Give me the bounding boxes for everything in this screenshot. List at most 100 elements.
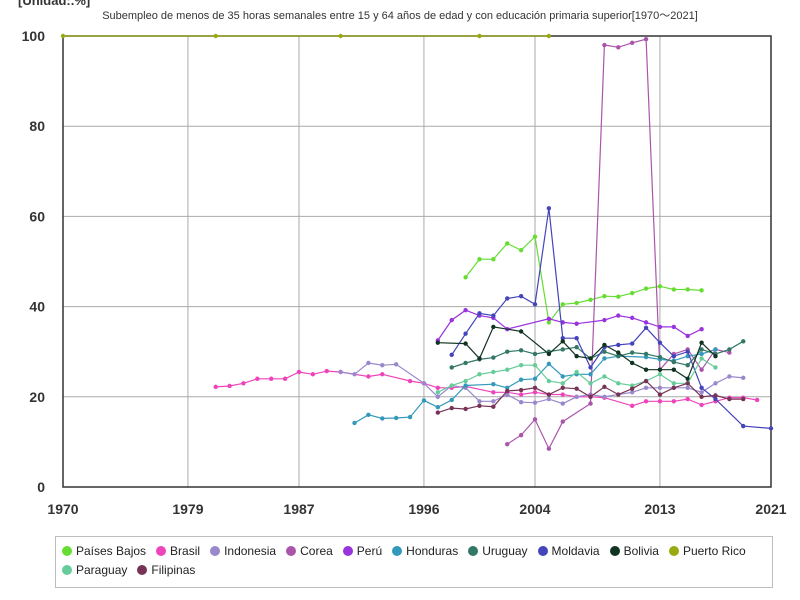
data-point-filipinas	[657, 392, 663, 397]
legend-marker	[342, 546, 353, 556]
data-point-indonesia	[505, 392, 510, 397]
data-point-brasil	[532, 390, 538, 395]
data-point-paraguay	[699, 356, 704, 361]
legend-item[interactable]: Indonesia	[210, 544, 276, 558]
data-point-paraguay	[532, 363, 538, 368]
data-point-bolivia	[574, 354, 579, 359]
data-point-peru	[657, 324, 663, 330]
line-chart: 0 20 40 60 80 100 1970 1979 1987 1996 2004 2013 2021	[22, 28, 787, 517]
data-point-moldavia	[560, 335, 565, 341]
legend-item[interactable]: Bolivia	[609, 544, 659, 558]
series-line-corea	[506, 38, 730, 451]
data-point-paraguay	[629, 383, 635, 388]
data-point-indonesia	[602, 394, 607, 399]
data-point-corea	[699, 367, 704, 372]
data-point-indonesia	[560, 401, 565, 406]
data-point-paraguay	[463, 378, 468, 384]
data-point-uruguay	[671, 359, 677, 365]
data-point-bolivia	[546, 351, 552, 357]
data-point-moldavia	[685, 349, 690, 354]
legend-item[interactable]: Moldavia	[537, 544, 600, 558]
data-point-moldavia	[671, 354, 677, 359]
data-point-moldavia	[643, 325, 649, 330]
data-point-filipinas	[602, 384, 607, 390]
data-point-paraguay	[713, 365, 718, 370]
data-point-uruguay	[560, 347, 565, 352]
data-point-paises-bajos	[560, 302, 565, 307]
y-tick-label: 20	[29, 389, 45, 405]
data-point-filipinas	[685, 381, 690, 386]
x-tick-label: 1996	[408, 501, 439, 517]
data-point-moldavia	[518, 294, 524, 299]
data-point-bolivia	[699, 340, 704, 345]
data-point-filipinas	[616, 392, 621, 397]
legend-label: Uruguay	[482, 544, 528, 558]
y-tick-label: 0	[37, 479, 45, 495]
legend-item[interactable]: Países Bajos	[62, 544, 146, 558]
legend-item[interactable]: Honduras	[392, 544, 458, 558]
data-point-paraguay	[435, 390, 441, 395]
legend-item[interactable]: Corea	[286, 544, 333, 558]
series-line-brasil	[215, 370, 758, 407]
data-point-moldavia	[657, 340, 663, 345]
legend-label: Honduras	[406, 544, 459, 558]
data-point-peru	[463, 308, 468, 313]
data-point-indonesia	[518, 400, 524, 405]
data-point-brasil	[366, 374, 371, 379]
data-point-moldavia	[505, 296, 510, 301]
data-point-corea	[643, 36, 649, 42]
x-tick-label: 1979	[172, 501, 203, 517]
data-point-brasil	[643, 399, 649, 404]
data-point-peru	[616, 313, 621, 318]
data-point-honduras	[546, 361, 552, 367]
data-point-honduras	[449, 397, 454, 403]
data-point-indonesia	[393, 362, 399, 367]
data-point-filipinas	[532, 385, 538, 390]
data-point-uruguay	[616, 354, 621, 359]
series-line-paises-bajos	[465, 235, 702, 324]
series-peru	[435, 308, 704, 343]
data-point-filipinas	[727, 396, 732, 402]
legend-item[interactable]: Filipinas	[137, 563, 195, 577]
data-point-paises-bajos	[477, 257, 482, 262]
data-point-bolivia	[463, 341, 468, 346]
legend-item[interactable]: Brasil	[156, 544, 200, 558]
data-point-honduras	[713, 347, 718, 352]
legend-item[interactable]: Uruguay	[468, 544, 528, 558]
data-point-uruguay	[449, 365, 454, 370]
series-group	[60, 33, 774, 451]
series-corea	[505, 36, 732, 451]
data-point-brasil	[629, 403, 635, 409]
legend-marker	[62, 565, 72, 575]
data-point-honduras	[407, 414, 413, 420]
data-point-paises-bajos	[491, 257, 496, 262]
data-point-bolivia	[685, 376, 690, 381]
data-point-paraguay	[602, 374, 607, 379]
data-point-filipinas	[449, 405, 454, 411]
legend-label: Moldavia	[551, 544, 600, 558]
data-point-honduras	[435, 404, 441, 410]
legend-marker	[156, 546, 167, 556]
legend-label: Indonesia	[224, 544, 277, 558]
data-point-bolivia	[602, 342, 607, 348]
data-point-corea	[629, 40, 635, 45]
data-point-paraguay	[657, 372, 663, 377]
legend-marker	[609, 546, 620, 556]
grid-lines	[62, 35, 772, 488]
data-point-moldavia	[477, 311, 482, 316]
legend-marker	[286, 546, 297, 556]
data-point-indonesia	[629, 390, 635, 395]
data-point-paraguay	[671, 381, 677, 386]
data-point-indonesia	[532, 400, 538, 405]
legend-item[interactable]: Perú	[342, 544, 382, 558]
data-point-peru	[699, 326, 704, 332]
legend-item[interactable]: Paraguay	[62, 563, 127, 577]
legend-label: Filipinas	[151, 563, 196, 577]
data-point-indonesia	[491, 399, 496, 404]
legend-marker	[468, 546, 479, 556]
data-point-filipinas	[463, 406, 468, 412]
data-point-paraguay	[616, 381, 621, 386]
legend-item[interactable]: Puerto Rico	[668, 544, 746, 558]
data-point-moldavia	[629, 341, 635, 346]
data-point-bolivia	[629, 360, 635, 366]
